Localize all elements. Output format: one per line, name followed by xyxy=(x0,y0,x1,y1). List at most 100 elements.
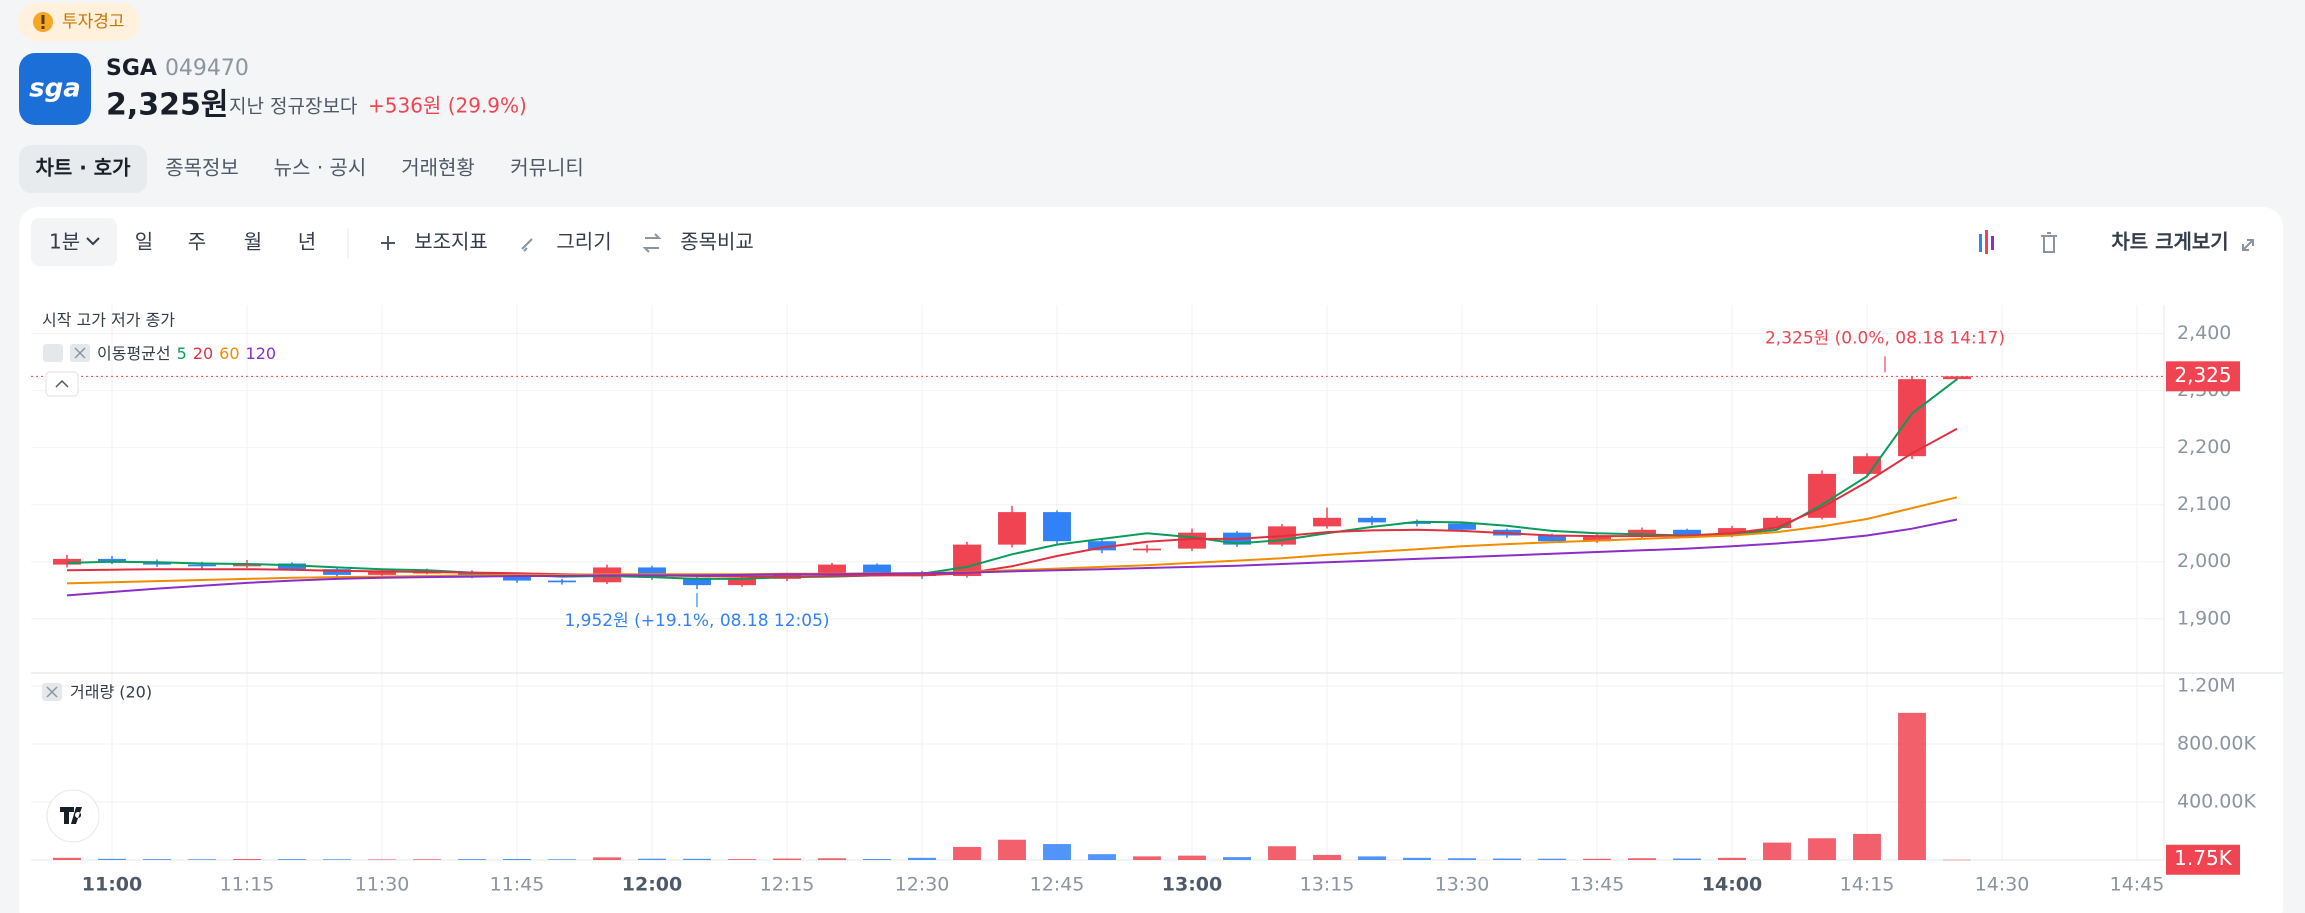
period-button[interactable]: 년 xyxy=(298,230,316,254)
candle-body xyxy=(1178,532,1206,549)
price-change: +536원 (29.9%) xyxy=(368,94,527,118)
y-tick-label: 1,900 xyxy=(2177,607,2231,629)
volume-bar xyxy=(1088,854,1116,860)
y-tick-label: 2,200 xyxy=(2177,436,2231,458)
tool-button[interactable]: 보조지표 xyxy=(414,230,488,254)
volume-bar xyxy=(1943,859,1971,861)
volume-bar xyxy=(1043,844,1071,860)
volume-tick-label: 800.00K xyxy=(2177,733,2256,755)
close-x xyxy=(46,686,58,698)
x-tick-label: 11:30 xyxy=(355,874,410,896)
volume-bar xyxy=(188,859,216,860)
period-button[interactable]: 월 xyxy=(244,230,262,254)
tab[interactable]: 차트 · 호가 xyxy=(35,156,131,180)
interval-button[interactable] xyxy=(31,218,117,266)
volume-bar xyxy=(233,858,261,860)
candle-body xyxy=(548,580,576,583)
compare-icon xyxy=(642,233,662,253)
x-tick-label: 13:45 xyxy=(1570,874,1625,896)
tv-logo-mark xyxy=(60,807,82,824)
volume-bar xyxy=(1223,857,1251,860)
volume-bar xyxy=(1718,857,1746,860)
volume-bar xyxy=(638,858,666,860)
x-tick-label: 11:15 xyxy=(220,874,275,896)
tv-logo xyxy=(46,789,100,843)
candle-body xyxy=(1403,522,1431,524)
interval-label[interactable]: 1분 xyxy=(49,230,80,254)
plus-icon xyxy=(381,236,395,250)
volume-bar xyxy=(368,859,396,860)
candle-body xyxy=(1313,517,1341,527)
tab[interactable]: 커뮤니티 xyxy=(510,156,584,180)
icon-bar xyxy=(1979,234,1982,252)
annotation-label: 2,325원 (0.0%, 08.18 14:17) xyxy=(1765,328,2005,348)
volume-bar xyxy=(503,858,531,860)
icon-bar xyxy=(1991,236,1994,250)
x-tick-label: 13:15 xyxy=(1300,874,1355,896)
expand-label[interactable]: 차트 크게보기 xyxy=(2111,230,2228,254)
warning-badge xyxy=(18,3,140,41)
volume-bar xyxy=(1538,858,1566,860)
x-tick-label: 12:45 xyxy=(1030,874,1085,896)
collapse-button[interactable] xyxy=(45,371,79,397)
ma-legend-item: 5 xyxy=(177,344,187,363)
expand-icon[interactable] xyxy=(2242,239,2254,251)
volume-legend: 거래량 (20) xyxy=(70,683,152,702)
chart-card xyxy=(19,207,2283,913)
tool-button[interactable]: 종목비교 xyxy=(680,230,754,254)
trash-icon[interactable] xyxy=(2041,232,2057,253)
last-price-box xyxy=(2166,361,2240,392)
current-price: 2,325원 xyxy=(106,88,229,123)
chart: 11:00 11:15 11:30 11:45 12:00 12:15 12:30 12:45… xyxy=(31,305,2283,896)
candle-body xyxy=(458,572,486,577)
logo xyxy=(19,53,91,125)
tab[interactable]: 종목정보 xyxy=(165,156,239,180)
period-button[interactable]: 일 xyxy=(135,230,153,254)
draw-icon xyxy=(521,238,533,252)
tab[interactable]: 뉴스 · 공시 xyxy=(274,156,367,180)
collapse-chevron xyxy=(55,379,69,388)
x-tick-label: 11:45 xyxy=(490,874,545,896)
x-tick-label: 12:00 xyxy=(622,874,682,896)
volume-bar xyxy=(1583,858,1611,860)
chevron xyxy=(86,237,100,246)
y-tick-label: 2,000 xyxy=(2177,550,2231,572)
y-tick-label: 2,400 xyxy=(2177,322,2231,344)
x-tick-label: 13:30 xyxy=(1435,874,1490,896)
tab[interactable]: 거래현황 xyxy=(401,156,475,180)
ma-line xyxy=(66,378,1958,580)
volume-bar xyxy=(53,857,81,860)
tabs: 차트 · 호가 종목정보 뉴스 · 공시 거래현황 커뮤니티 xyxy=(35,156,583,180)
candle-body xyxy=(1448,523,1476,530)
eye-icon[interactable] xyxy=(43,344,63,362)
volume-tick-label: 1.20M xyxy=(2177,675,2236,697)
volume-tick-label: 400.00K xyxy=(2177,791,2256,813)
indicator-icon[interactable] xyxy=(1979,230,1994,254)
tool-button[interactable]: 그리기 xyxy=(556,230,611,254)
volume-bar xyxy=(143,859,171,860)
candle-body xyxy=(1358,517,1386,523)
volume-bar xyxy=(1493,858,1521,860)
volume-bar xyxy=(323,859,351,860)
volume-bar xyxy=(1448,858,1476,860)
compare-label: 지난 정규장보다 xyxy=(229,96,357,118)
candle-body xyxy=(1898,379,1926,457)
last-volume-label: 1.75K xyxy=(2174,846,2233,870)
candle-body xyxy=(1538,535,1566,542)
volume-bar xyxy=(1358,856,1386,860)
candle-body xyxy=(1943,376,1971,380)
volume-bar xyxy=(683,858,711,860)
x-tick-label: 14:45 xyxy=(2110,874,2165,896)
candle-body xyxy=(1763,517,1791,529)
candle-body xyxy=(638,567,666,578)
candle-body xyxy=(1853,456,1881,474)
stock-title: SGA 049470 xyxy=(106,56,249,81)
x-tick-label: 14:15 xyxy=(1840,874,1895,896)
volume-bar xyxy=(98,858,126,860)
period-button[interactable]: 주 xyxy=(188,230,206,254)
candle-body xyxy=(1718,528,1746,536)
volume-bar xyxy=(1898,712,1926,860)
candle-body xyxy=(278,563,306,570)
candle-body xyxy=(863,564,891,574)
volume-bar xyxy=(773,858,801,860)
